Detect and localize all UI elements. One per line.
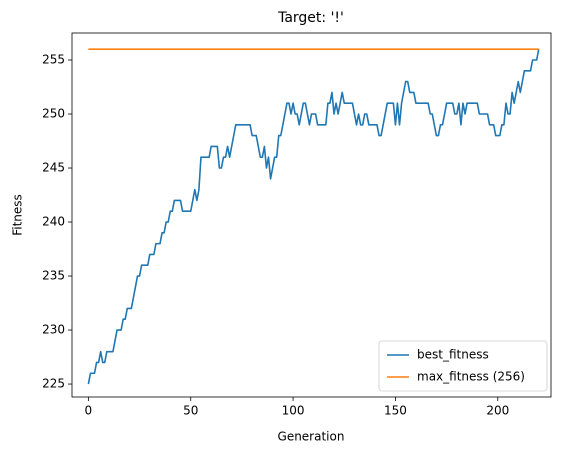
legend-label: best_fitness [417,348,489,362]
y-tick-label: 230 [42,323,65,337]
x-tick-label: 100 [282,404,305,418]
y-tick-label: 240 [42,215,65,229]
x-tick-label: 150 [384,404,407,418]
chart-title: Target: '!' [277,10,344,26]
legend-label: max_fitness (256) [417,370,525,384]
x-tick-label: 0 [85,404,93,418]
legend-box [378,340,548,392]
x-tick-label: 200 [486,404,509,418]
y-tick-label: 245 [42,161,65,175]
y-tick-label: 225 [42,377,65,391]
x-axis-label: Generation [278,430,345,444]
y-tick-label: 235 [42,269,65,283]
series-line [87,49,540,385]
y-axis-label: Fitness [11,194,25,236]
plot-frame [71,32,552,398]
x-tick-label: 50 [183,404,198,418]
y-tick-label: 255 [42,53,65,67]
y-tick-label: 250 [42,107,65,121]
